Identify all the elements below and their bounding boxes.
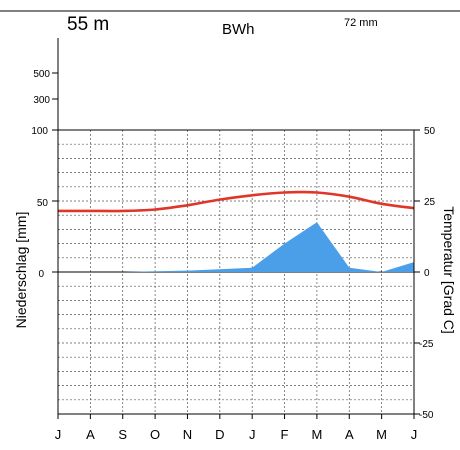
precip-area xyxy=(58,222,414,272)
temperature-line xyxy=(58,192,414,211)
temperature-series xyxy=(58,192,414,211)
right-tick-minus-50: -50 xyxy=(419,410,434,421)
right-tick-25: 25 xyxy=(424,197,436,208)
month-label: M xyxy=(376,427,387,442)
left-tick-500: 500 xyxy=(33,69,50,80)
left-tick-100: 100 xyxy=(31,126,48,137)
month-label: F xyxy=(281,427,289,442)
month-label: J xyxy=(55,427,62,442)
left-tick-300: 300 xyxy=(33,95,50,106)
plot-frame xyxy=(52,130,420,419)
right-tick-minus-25: -25 xyxy=(419,339,434,350)
left-axis-title: Niederschlag [mm] xyxy=(13,212,29,329)
annual-precip-label: 72 mm xyxy=(344,17,378,29)
climate-class-label: BWh xyxy=(222,21,255,38)
month-label: J xyxy=(411,427,418,442)
month-label: A xyxy=(86,427,95,442)
left-tick-0: 0 xyxy=(38,269,44,280)
right-tick-0: 0 xyxy=(424,268,430,279)
elevation-label: 55 m xyxy=(67,14,109,35)
month-label: N xyxy=(183,427,192,442)
right-axis-title: Temperatur [Grad C] xyxy=(441,206,457,334)
month-label: J xyxy=(249,427,256,442)
month-label: A xyxy=(345,427,354,442)
left-tick-50: 50 xyxy=(37,198,49,209)
month-label: M xyxy=(311,427,322,442)
month-label: S xyxy=(118,427,127,442)
right-tick-50: 50 xyxy=(424,126,436,137)
month-label: O xyxy=(150,427,160,442)
month-label: D xyxy=(215,427,224,442)
